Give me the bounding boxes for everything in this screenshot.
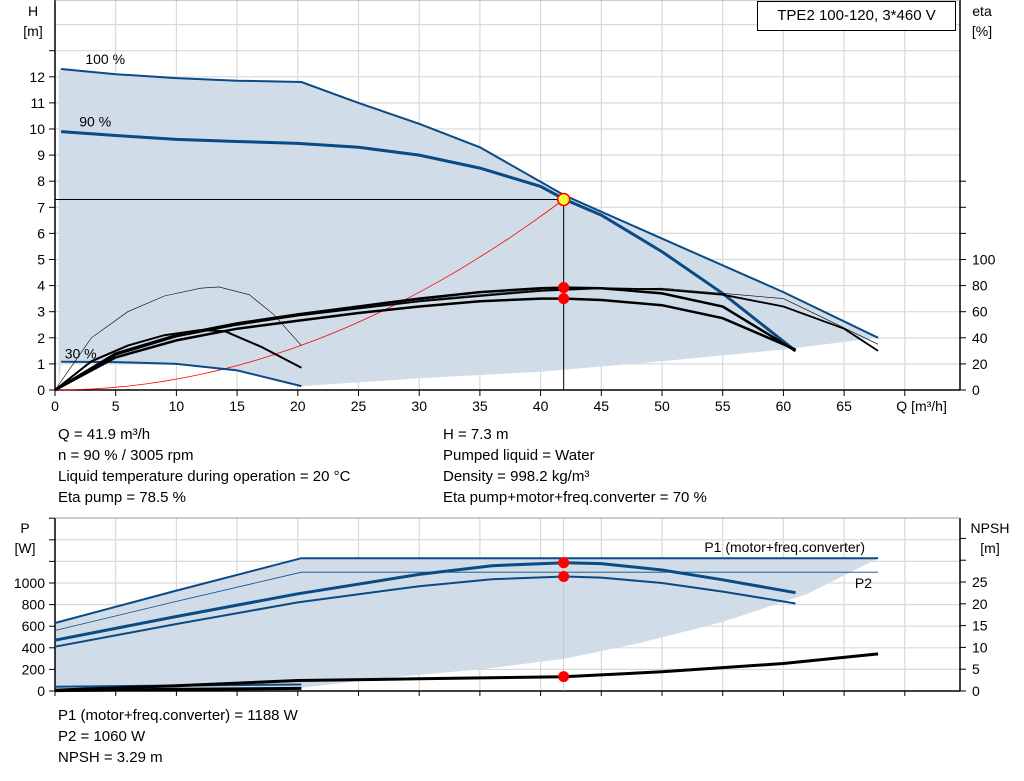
info-top-right: H = 7.3 m Pumped liquid = Water Density … — [443, 424, 707, 508]
power-duty-point — [558, 571, 570, 583]
p2-readout: P2 = 1060 W — [58, 728, 146, 745]
y-axis-label: H — [28, 3, 38, 19]
y-tick-label: 800 — [22, 597, 46, 613]
y-tick-label: 1000 — [14, 575, 45, 591]
npsh-curve — [54, 652, 879, 692]
y-tick-label: 0 — [37, 382, 45, 398]
power-curve — [54, 557, 879, 624]
x-tick-label: 30 — [411, 398, 427, 414]
y-tick-label: 200 — [22, 661, 46, 677]
p1-label: P1 (motor+freq.converter) — [704, 539, 865, 555]
y-tick-label-right: 20 — [972, 356, 988, 372]
eta-pump-readout: Eta pump = 78.5 % — [58, 489, 186, 506]
y-tick-label: 3 — [37, 304, 45, 320]
efficiency-duty-point — [558, 282, 570, 294]
y-axis-label-right: eta — [972, 3, 992, 19]
liquid-readout: Pumped liquid = Water — [443, 447, 595, 464]
speed-label: 30 % — [65, 346, 97, 362]
y-tick-label: 8 — [37, 173, 45, 189]
y-tick-label: 6 — [37, 225, 45, 241]
y-tick-label: 12 — [29, 69, 45, 85]
temperature-readout: Liquid temperature during operation = 20… — [58, 468, 351, 485]
pump-title: TPE2 100-120, 3*460 V — [757, 1, 956, 31]
operating-area — [55, 558, 879, 688]
duty-point — [556, 192, 571, 207]
efficiency-curve — [54, 297, 796, 392]
y-axis-label: P — [20, 520, 29, 536]
y-tick-label-right: 5 — [972, 661, 980, 677]
x-tick-label: 55 — [715, 398, 731, 414]
y-axis-label-right: NPSH — [971, 520, 1010, 536]
efficiency-curve — [54, 286, 302, 391]
y-tick-label-right: 100 — [972, 252, 996, 268]
y-tick-label: 10 — [29, 121, 45, 137]
x-tick-label: 0 — [51, 398, 59, 414]
density-readout: Density = 998.2 kg/m³ — [443, 468, 590, 485]
efficiency-curve — [54, 287, 879, 391]
head-curve-30 — [61, 360, 302, 388]
y-tick-label-right: 0 — [972, 382, 980, 398]
p1-readout: P1 (motor+freq.converter) = 1188 W — [58, 707, 298, 724]
y-tick-label: 1 — [37, 356, 45, 372]
y-tick-label-right: 80 — [972, 278, 988, 294]
x-tick-label: 15 — [229, 398, 245, 414]
y-axis-unit-right: [m] — [980, 540, 999, 556]
y-tick-label: 2 — [37, 330, 45, 346]
efficiency-curve — [54, 328, 302, 391]
x-tick-label: 25 — [351, 398, 367, 414]
operating-area — [58, 69, 879, 390]
power-curve — [54, 575, 796, 648]
power-curve — [54, 571, 879, 631]
y-tick-label-right: 15 — [972, 618, 988, 634]
x-axis-label: Q [m³/h] — [896, 398, 947, 414]
y-tick-label-right: 20 — [972, 596, 988, 612]
y-tick-label: 11 — [30, 95, 45, 111]
y-tick-label-right: 25 — [972, 574, 988, 590]
y-tick-label: 0 — [37, 683, 45, 699]
x-tick-label: 40 — [533, 398, 549, 414]
power-duty-point — [558, 557, 570, 569]
y-tick-label: 7 — [37, 199, 45, 215]
power-duty-point — [558, 671, 570, 683]
info-bottom: P1 (motor+freq.converter) = 1188 W P2 = … — [58, 705, 298, 768]
x-tick-label: 60 — [776, 398, 792, 414]
x-tick-label: 10 — [169, 398, 185, 414]
speed-label: 90 % — [79, 113, 111, 129]
y-tick-label: 600 — [22, 618, 46, 634]
info-top-left: Q = 41.9 m³/h n = 90 % / 3005 rpm Liquid… — [58, 424, 350, 508]
head-curve-100 — [61, 68, 879, 339]
p2-label: P2 — [855, 575, 872, 591]
x-tick-label: 50 — [654, 398, 670, 414]
flow-readout: Q = 41.9 m³/h — [58, 426, 151, 443]
x-tick-label: 35 — [472, 398, 488, 414]
efficiency-curve — [54, 286, 797, 392]
y-tick-label-right: 60 — [972, 304, 988, 320]
x-tick-label: 20 — [290, 398, 306, 414]
power-curve — [54, 561, 796, 642]
x-tick-label: 65 — [836, 398, 852, 414]
head-readout: H = 7.3 m — [443, 426, 509, 443]
head-curve-90 — [60, 130, 797, 353]
y-tick-label: 9 — [37, 147, 45, 163]
npsh-readout: NPSH = 3.29 m — [58, 749, 163, 766]
x-tick-label: 45 — [594, 398, 610, 414]
y-tick-label-right: 10 — [972, 639, 988, 655]
speed-readout: n = 90 % / 3005 rpm — [58, 447, 194, 464]
x-tick-label: 5 — [112, 398, 120, 414]
y-tick-label: 400 — [22, 640, 46, 656]
system-curve — [54, 199, 564, 391]
y-tick-label-right: 40 — [972, 330, 988, 346]
efficiency-duty-point — [558, 293, 570, 305]
y-tick-label: 5 — [37, 252, 45, 268]
y-axis-unit-right: [%] — [972, 23, 992, 39]
speed-label: 100 % — [85, 51, 125, 67]
y-axis-unit: [m] — [23, 23, 42, 39]
npsh-curve — [54, 686, 302, 693]
eta-total-readout: Eta pump+motor+freq.converter = 70 % — [443, 489, 707, 506]
y-tick-label: 4 — [37, 278, 45, 294]
y-axis-unit: [W] — [15, 540, 36, 556]
y-tick-label-right: 0 — [972, 683, 980, 699]
